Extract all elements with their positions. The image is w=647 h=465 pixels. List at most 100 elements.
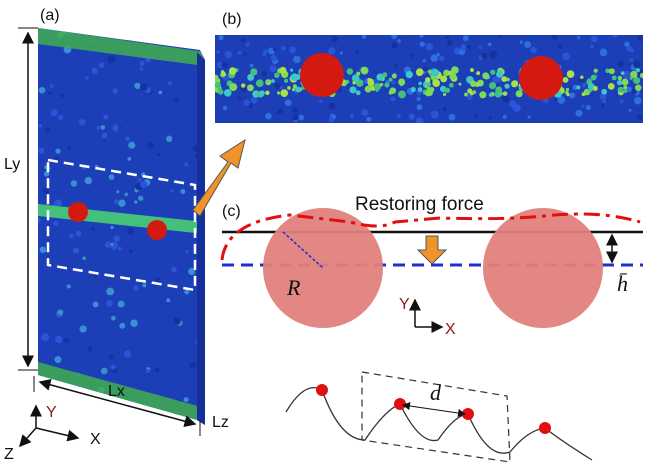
atom (476, 71, 480, 75)
atom (50, 84, 54, 88)
atom (384, 83, 389, 88)
atom (618, 76, 622, 80)
atom (445, 88, 450, 93)
atom (467, 88, 472, 93)
atom (627, 46, 633, 52)
atom (277, 111, 281, 115)
atom (106, 300, 113, 307)
atom (134, 83, 140, 89)
atom (458, 83, 461, 86)
axis-x-label: X (90, 431, 101, 448)
atom (617, 80, 622, 85)
atom (461, 44, 466, 49)
atom (423, 67, 428, 72)
atom (216, 50, 219, 53)
atom (640, 73, 645, 78)
atom (238, 97, 242, 101)
atom (140, 83, 148, 91)
atom (127, 228, 134, 235)
atom (88, 346, 93, 351)
atom (637, 34, 644, 41)
atom (368, 79, 374, 85)
atom (622, 79, 629, 86)
atom (292, 107, 298, 113)
atom (349, 86, 356, 93)
atom (331, 36, 338, 43)
atom (554, 98, 557, 101)
atom (428, 70, 432, 74)
atom (637, 115, 643, 121)
atom (489, 51, 497, 59)
atom (582, 83, 586, 87)
atom (38, 124, 42, 128)
atom (366, 117, 371, 122)
atom (566, 93, 569, 96)
atom (171, 267, 177, 273)
atom (612, 75, 617, 80)
atom (350, 114, 354, 118)
atom (362, 34, 366, 38)
atom (397, 114, 401, 118)
atom (127, 157, 131, 161)
atom (506, 78, 510, 82)
atom (463, 35, 469, 41)
atom (86, 418, 89, 421)
atom (157, 153, 160, 156)
atom (111, 364, 116, 369)
atom (159, 91, 163, 95)
atom (503, 115, 507, 119)
atom (140, 61, 145, 66)
atom (416, 117, 424, 125)
atom (146, 369, 150, 373)
atom (271, 79, 275, 83)
atom (35, 217, 40, 222)
atom (591, 36, 597, 42)
atom (365, 86, 372, 93)
atom (225, 51, 233, 59)
atom (124, 193, 128, 197)
atom (340, 52, 343, 55)
atom (566, 88, 569, 91)
atom (118, 247, 122, 251)
atom (110, 226, 113, 229)
atom (101, 125, 106, 130)
atom (109, 354, 114, 359)
axes-c (415, 300, 442, 327)
atom (101, 368, 108, 375)
figure: (a) Ly Lx Lz Y X Z (b) (c) Restoring for… (0, 0, 647, 465)
atom (69, 234, 74, 239)
atom (281, 46, 286, 51)
atom (375, 89, 378, 92)
atom (449, 83, 454, 88)
atom (280, 89, 288, 97)
atom (569, 92, 575, 98)
atom (265, 91, 269, 95)
annotation: Restoring force (355, 194, 484, 215)
atom (618, 61, 625, 68)
atom (575, 110, 582, 117)
atom (39, 87, 46, 94)
atom (146, 31, 149, 34)
atom (472, 90, 476, 94)
atom (618, 87, 624, 93)
atom (590, 45, 594, 49)
atom (581, 104, 584, 107)
atom (241, 83, 245, 87)
atom (61, 93, 65, 97)
atom (576, 85, 580, 89)
panel-label: (a) (40, 7, 60, 24)
atom (189, 362, 196, 369)
atom (392, 74, 397, 79)
atom (118, 199, 125, 206)
atom (133, 285, 138, 290)
atom (170, 189, 173, 192)
atom (81, 401, 84, 404)
atom (93, 302, 99, 308)
atom (409, 114, 415, 120)
bead (539, 422, 551, 434)
atom (126, 413, 132, 419)
atom (55, 336, 62, 343)
atom (58, 115, 63, 120)
atom (425, 90, 431, 96)
axis-y-label: Y (399, 296, 410, 313)
